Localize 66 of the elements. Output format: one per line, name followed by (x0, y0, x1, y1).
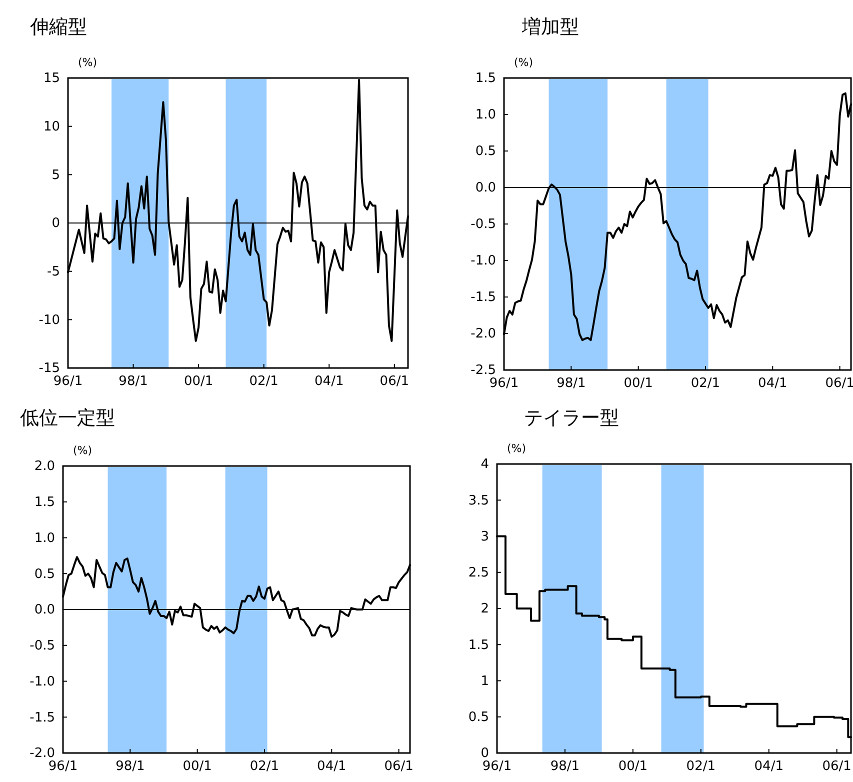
x-tick-label: 02/1 (250, 759, 280, 774)
x-tick-label: 04/1 (314, 374, 344, 390)
x-tick-label: 04/1 (754, 759, 784, 774)
y-tick-label: -10 (38, 312, 60, 328)
y-tick-label: 0 (52, 216, 60, 232)
x-tick-label: 96/1 (482, 759, 512, 774)
y-tick-label: -1.0 (470, 254, 496, 269)
x-tick-label: 04/1 (317, 759, 346, 774)
y-tick-label: 0.0 (34, 602, 55, 618)
x-tick-label: 06/1 (822, 759, 852, 774)
y-tick-label: 4 (480, 457, 489, 472)
y-tick-label: -15 (38, 361, 60, 376)
y-tick-label: 1.0 (475, 108, 496, 123)
x-tick-label: 06/1 (380, 374, 409, 390)
y-tick-label: 1.0 (34, 530, 55, 546)
y-tick-label: 2.0 (34, 459, 55, 474)
x-tick-label: 04/1 (758, 376, 788, 392)
y-tick-label: 5 (52, 168, 60, 183)
y-tick-label: 1 (480, 674, 489, 689)
y-tick-label: 15 (43, 71, 60, 86)
y-axis-title: (%) (78, 56, 98, 69)
y-tick-label: 2.5 (468, 566, 489, 581)
y-tick-label: -5 (47, 264, 60, 280)
y-tick-label: -2.0 (30, 746, 55, 762)
x-tick-label: 02/1 (249, 374, 278, 390)
x-tick-label: 98/1 (556, 376, 586, 392)
y-tick-label: 0.0 (475, 180, 496, 196)
x-tick-label: 98/1 (118, 374, 148, 390)
x-tick-label: 06/1 (384, 759, 414, 774)
y-tick-label: 0.5 (34, 566, 55, 582)
y-tick-label: -2.0 (470, 326, 496, 342)
y-tick-label: -1.5 (30, 710, 55, 726)
x-tick-label: 06/1 (825, 376, 853, 392)
y-tick-label: 0.5 (468, 710, 489, 726)
y-tick-label: 0 (480, 746, 489, 762)
y-tick-label: 3 (480, 529, 489, 544)
chart-title: テイラー型 (524, 407, 619, 429)
y-tick-label: 1.5 (34, 495, 55, 510)
x-tick-label: 00/1 (184, 374, 214, 390)
x-tick-label: 96/1 (489, 376, 519, 392)
chart-title: 増加型 (521, 16, 579, 38)
y-axis-title: (%) (514, 56, 534, 69)
chart-title: 伸縮型 (29, 16, 87, 38)
y-tick-label: 10 (43, 119, 60, 134)
y-tick-label: 3.5 (468, 493, 489, 508)
x-tick-label: 00/1 (624, 376, 653, 392)
y-tick-label: 2 (480, 602, 489, 617)
y-tick-label: -2.5 (470, 363, 496, 378)
y-tick-label: -0.5 (30, 638, 55, 654)
chart-title: 低位一定型 (20, 407, 115, 429)
x-tick-label: 98/1 (550, 759, 580, 774)
x-tick-label: 96/1 (53, 374, 83, 390)
x-tick-label: 02/1 (690, 376, 720, 392)
x-tick-label: 98/1 (116, 759, 145, 774)
x-tick-label: 96/1 (48, 759, 78, 774)
y-tick-label: 1.5 (468, 638, 489, 653)
x-tick-label: 00/1 (618, 759, 648, 774)
y-tick-label: -1.5 (470, 290, 496, 306)
x-tick-label: 00/1 (182, 759, 212, 774)
y-tick-label: 1.5 (475, 71, 496, 86)
y-tick-label: 0.5 (475, 144, 496, 160)
x-tick-label: 02/1 (686, 759, 716, 774)
y-axis-title: (%) (507, 442, 526, 455)
y-axis-title: (%) (73, 444, 92, 457)
y-tick-label: -1.0 (30, 674, 55, 690)
y-tick-label: -0.5 (470, 217, 496, 232)
